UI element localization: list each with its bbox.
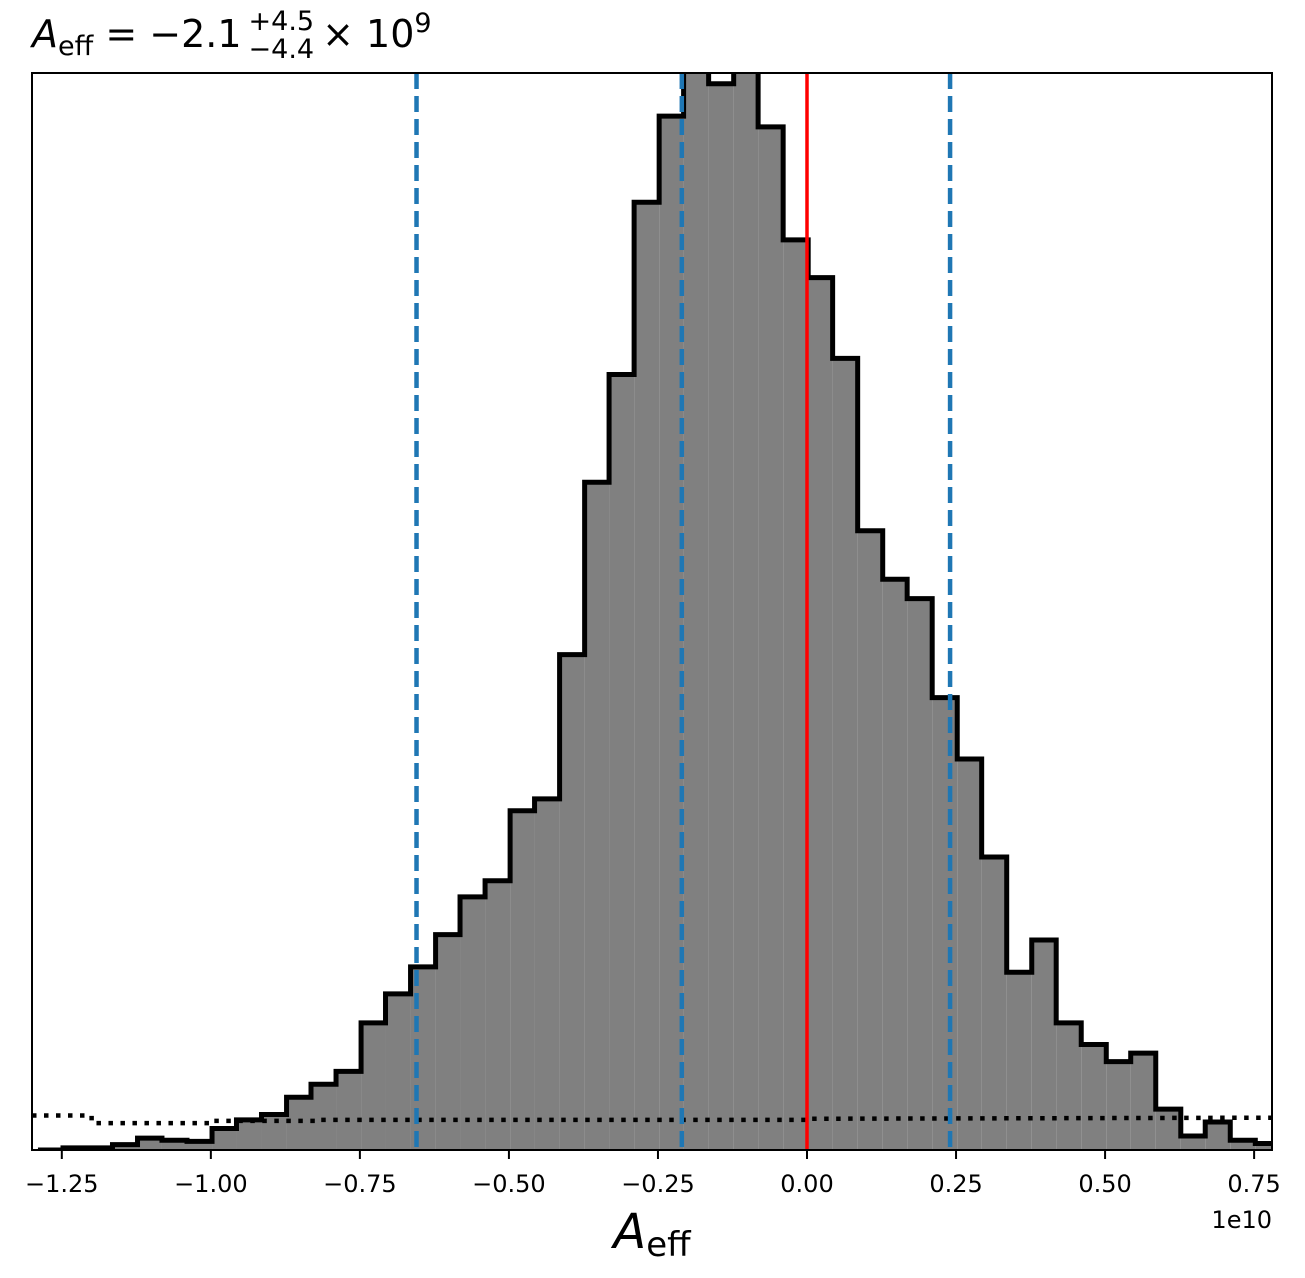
histogram-bar: [584, 482, 610, 1150]
histogram-bar: [708, 83, 734, 1150]
x-axis-label: Aeff: [610, 1204, 692, 1265]
histogram-bar: [460, 896, 486, 1150]
histogram-bar: [957, 759, 982, 1150]
x-tick-label: 0.75: [1227, 1170, 1280, 1198]
x-tick-label: 0.50: [1078, 1170, 1131, 1198]
axes-frame: [31, 72, 1273, 1151]
histogram-outline: [37, 73, 1272, 1150]
title-symbol: A: [29, 12, 58, 56]
histogram-bar: [1180, 1135, 1206, 1150]
title-equals: =: [105, 12, 137, 56]
histogram-bar: [286, 1097, 311, 1150]
histogram-bar: [112, 1144, 138, 1150]
histogram-bar: [808, 277, 833, 1150]
axes: −1.25 −1.00 −0.75 −0.50 −0.25 0.00 0.25 0.50 0.7…: [25, 72, 1281, 1198]
histogram-bar: [609, 374, 635, 1150]
histogram-bar: [1155, 1109, 1181, 1150]
x-tick-label: −1.00: [174, 1170, 248, 1198]
histogram-bar: [932, 697, 958, 1150]
title-times-ten: × 10: [322, 12, 414, 56]
histogram-bar: [485, 880, 511, 1150]
histogram-bar: [733, 73, 759, 1150]
histogram-bar: [361, 1022, 386, 1150]
histogram-bar: [1081, 1044, 1107, 1150]
xlabel-symbol: A: [610, 1204, 646, 1260]
histogram-bar: [1006, 972, 1032, 1150]
histogram-bar: [832, 358, 858, 1150]
prior-line: [32, 1113, 1272, 1126]
chart-title: Aeff = −2.1: [29, 12, 242, 62]
x-tick-label: −1.25: [25, 1170, 99, 1198]
histogram-bar: [236, 1119, 262, 1150]
x-tick-label: 0.00: [780, 1170, 833, 1198]
histogram-bar: [510, 810, 535, 1150]
histogram-bar: [212, 1128, 237, 1150]
histogram-bar: [1230, 1140, 1256, 1150]
histogram-bar: [783, 239, 809, 1150]
xlabel-subscript: eff: [646, 1225, 692, 1265]
title-exponent: 9: [414, 8, 431, 39]
x-offset-text: 1e10: [1211, 1206, 1272, 1234]
histogram-bar: [882, 579, 908, 1150]
histogram-bar: [534, 798, 560, 1150]
x-tick-label: −0.25: [621, 1170, 695, 1198]
histogram-bar: [559, 654, 585, 1150]
histogram-bar: [1205, 1121, 1231, 1150]
histogram-bar: [1031, 939, 1057, 1150]
histogram-bar: [1130, 1053, 1156, 1150]
histogram-bar: [857, 530, 883, 1150]
histogram-bar: [137, 1138, 162, 1150]
histogram-bar: [385, 993, 411, 1150]
title-subscript: eff: [58, 31, 95, 62]
histogram-bar: [311, 1084, 337, 1150]
x-tick-label: −0.50: [472, 1170, 546, 1198]
title-median: −2.1: [149, 12, 241, 56]
histogram-bar: [187, 1141, 213, 1150]
x-ticks: −1.25 −1.00 −0.75 −0.50 −0.25 0.00 0.25 0.50 0.7…: [25, 1150, 1281, 1198]
histogram-bar: [981, 857, 1007, 1150]
plot-inner: [32, 73, 1272, 1150]
title-times: × 109: [322, 8, 431, 56]
histogram-bar: [907, 598, 933, 1150]
histogram-bar: [1056, 1022, 1082, 1150]
x-tick-label: 0.25: [929, 1170, 982, 1198]
histogram-bar: [634, 202, 660, 1150]
histogram-bar: [683, 73, 709, 1150]
histogram-bar: [1255, 1143, 1272, 1150]
histogram-bar: [1106, 1061, 1131, 1150]
histogram-bar: [336, 1071, 362, 1150]
x-tick-label: −0.75: [323, 1170, 397, 1198]
title-lower-error: −4.4: [249, 34, 315, 65]
plot-area: [32, 73, 1272, 1150]
histogram-bar: [161, 1140, 187, 1150]
title-upper-error: +4.5: [249, 6, 315, 37]
histogram-bar: [758, 126, 784, 1150]
histogram-bar: [659, 116, 684, 1150]
histogram-bar: [435, 934, 461, 1150]
